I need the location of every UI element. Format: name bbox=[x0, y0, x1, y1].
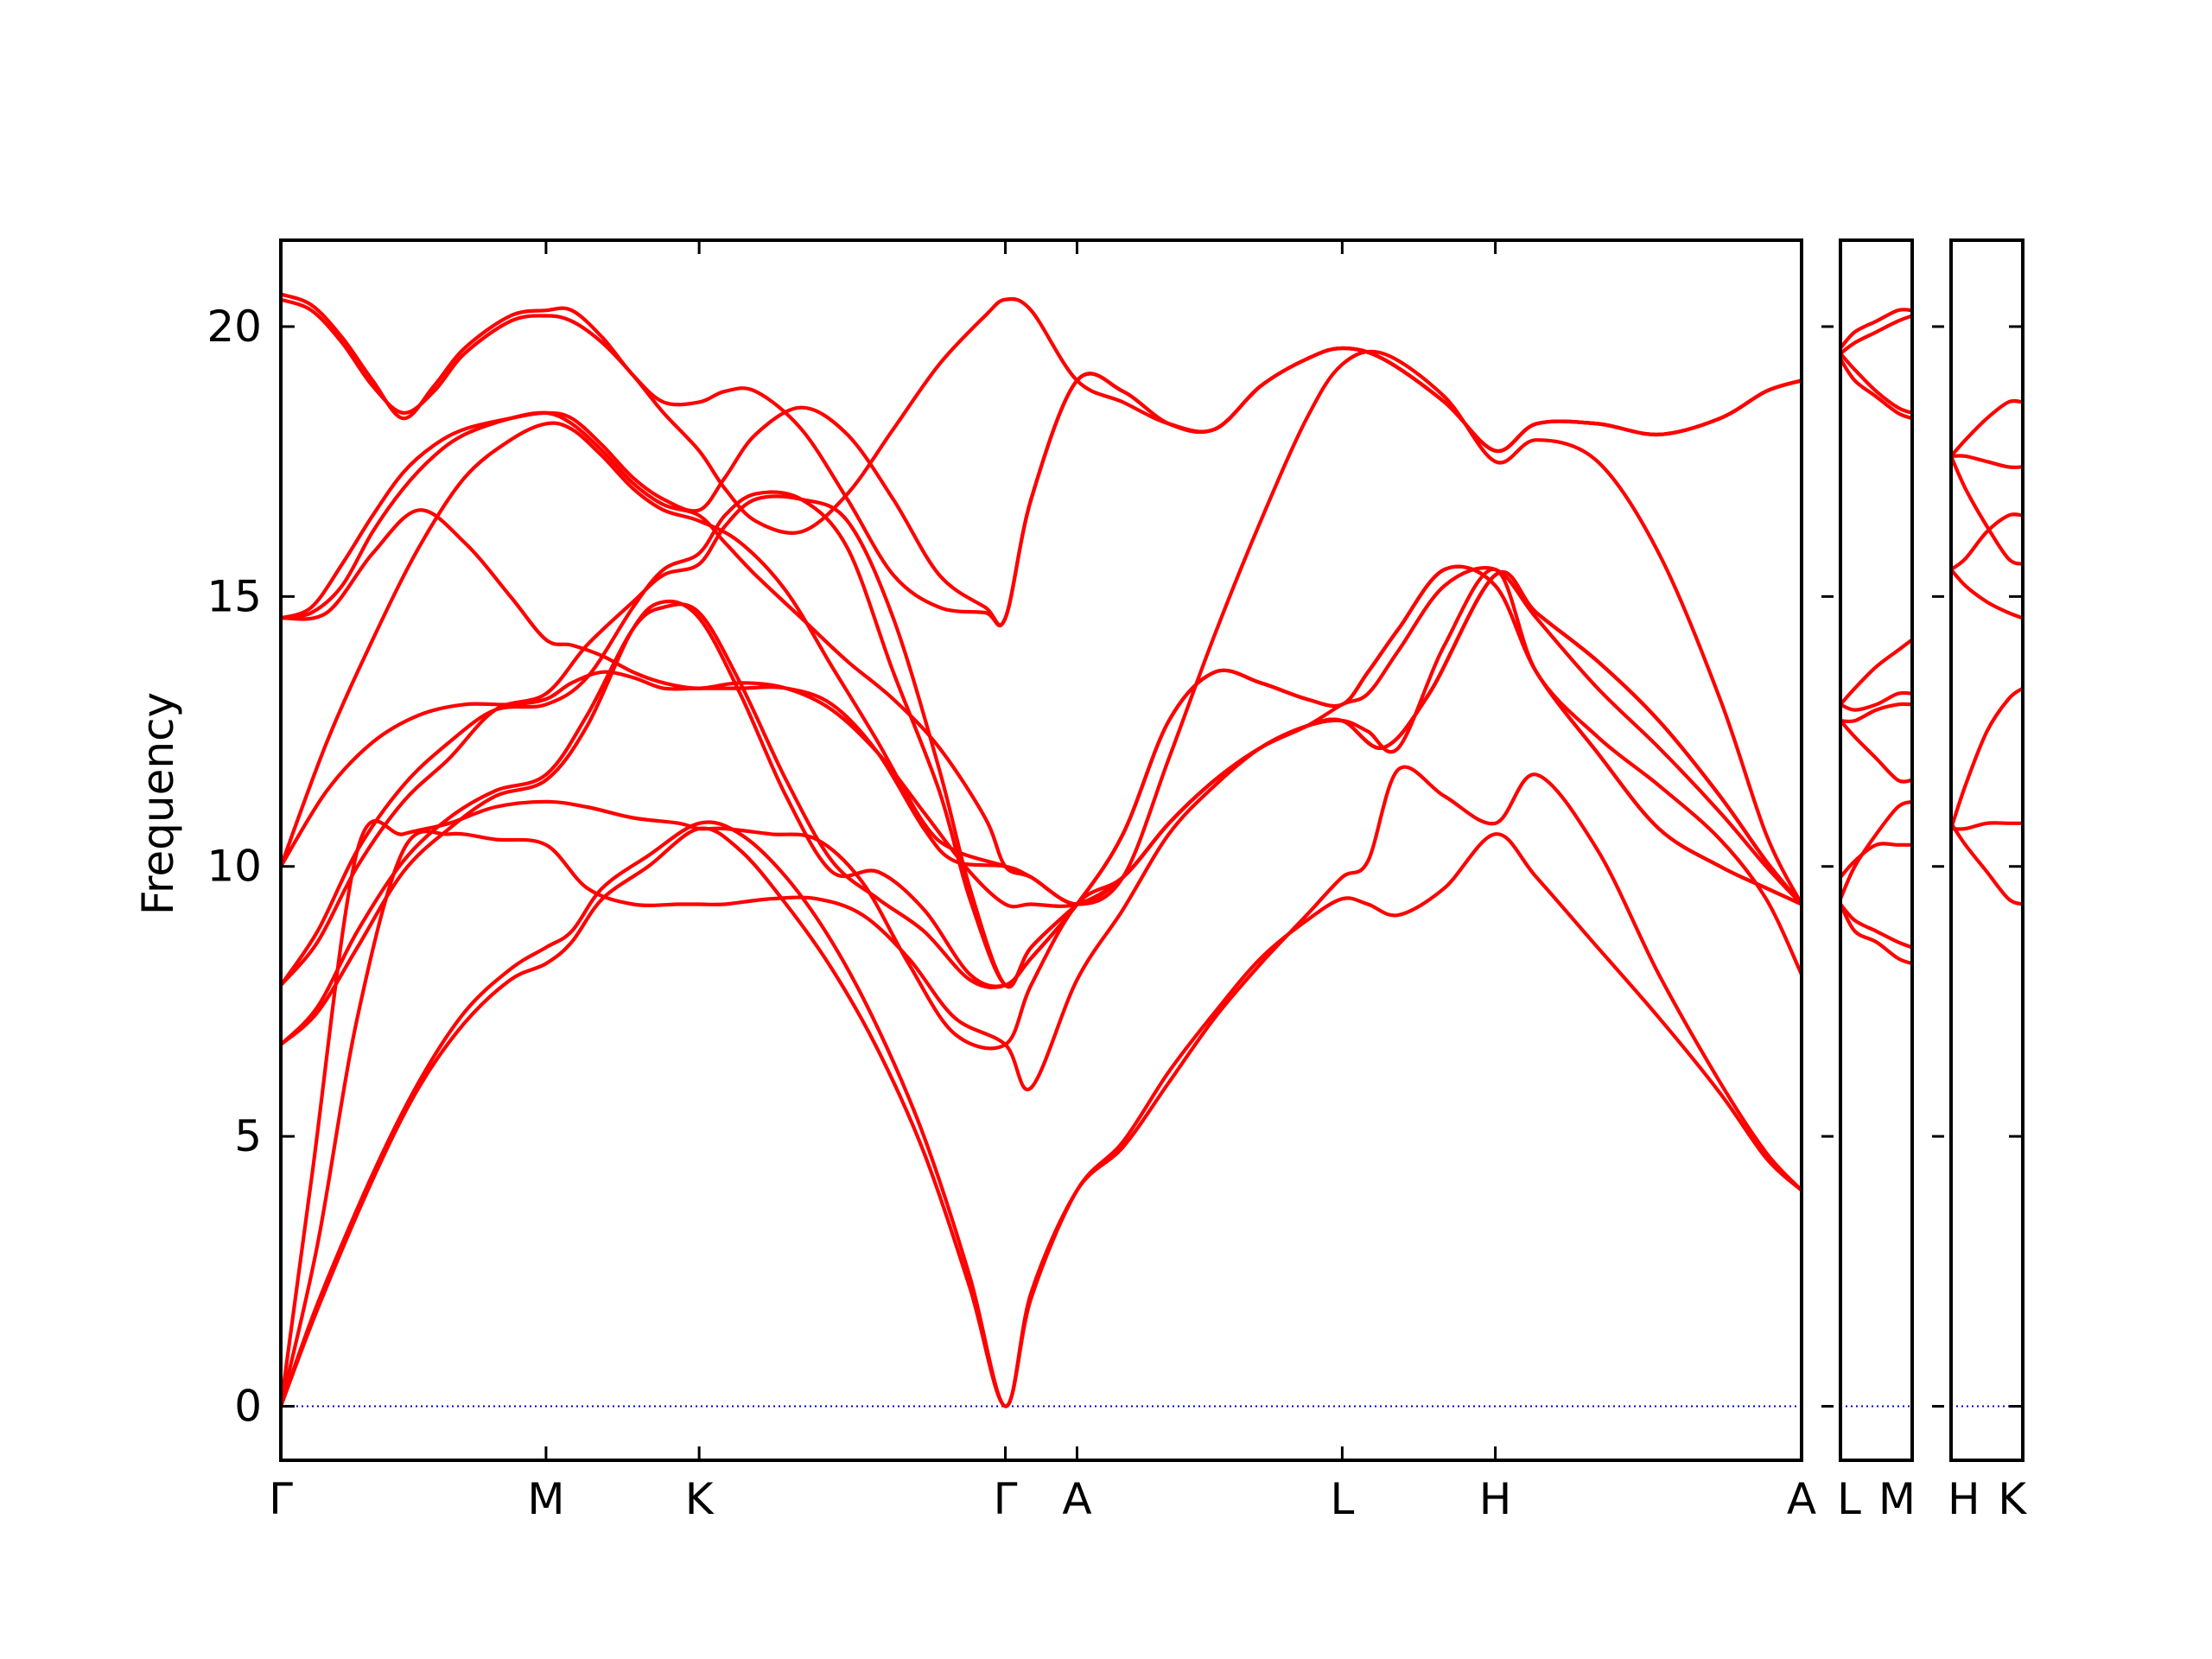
plot-frame bbox=[279, 238, 1803, 1462]
band-line-4 bbox=[1840, 799, 1912, 901]
band-line-5 bbox=[1951, 568, 2023, 620]
x-tick-label: K bbox=[685, 1474, 715, 1524]
band-group bbox=[281, 292, 1802, 1408]
band-line-4 bbox=[1951, 512, 2023, 572]
band-line-1 bbox=[1951, 821, 2023, 831]
band-line-11 bbox=[281, 508, 1802, 909]
band-line-9 bbox=[281, 570, 1802, 906]
band-line-15 bbox=[281, 292, 1802, 627]
x-tick-label: Γ bbox=[994, 1474, 1018, 1524]
band-line-1 bbox=[281, 826, 1802, 1408]
band-line-6 bbox=[1951, 454, 2023, 566]
band-group bbox=[1951, 398, 2023, 906]
band-line-5 bbox=[1840, 719, 1912, 784]
band-line-8 bbox=[281, 490, 1079, 988]
x-tick-label: L bbox=[1837, 1474, 1861, 1524]
band-line-4 bbox=[281, 566, 1802, 1408]
band-line-7 bbox=[281, 494, 1079, 989]
band-line-2 bbox=[1840, 902, 1912, 950]
y-axis-label: Frequency bbox=[133, 692, 183, 915]
band-line-7 bbox=[1840, 690, 1912, 712]
band-line-7 bbox=[1951, 454, 2023, 469]
x-tick-label: Γ bbox=[269, 1474, 293, 1524]
plot-frame bbox=[1949, 238, 2024, 1462]
plot-frame bbox=[1839, 238, 1914, 1462]
x-tick-label: K bbox=[1998, 1474, 2027, 1524]
x-tick-label: M bbox=[527, 1474, 564, 1524]
band-line-12 bbox=[1840, 308, 1912, 351]
band-group bbox=[1840, 308, 1912, 966]
y-tick-label: 0 bbox=[234, 1382, 262, 1432]
x-tick-label: A bbox=[1787, 1474, 1816, 1524]
band-line-1 bbox=[1840, 902, 1912, 966]
y-tick-label: 20 bbox=[207, 302, 262, 352]
band-line-14 bbox=[281, 296, 1802, 535]
band-line-9 bbox=[1840, 357, 1912, 421]
x-tick-label: L bbox=[1330, 1474, 1354, 1524]
band-line-12 bbox=[281, 349, 1802, 906]
band-line-13 bbox=[281, 346, 1802, 627]
y-tick-label: 10 bbox=[207, 842, 262, 892]
band-line-8 bbox=[1951, 398, 2023, 458]
x-tick-label: H bbox=[1948, 1474, 1980, 1524]
band-line-3 bbox=[281, 567, 1802, 1408]
band-line-10 bbox=[1840, 352, 1912, 415]
band-line-11 bbox=[1840, 314, 1912, 356]
y-tick-label: 15 bbox=[207, 571, 262, 621]
band-line-6 bbox=[1840, 702, 1912, 724]
x-tick-label: H bbox=[1479, 1474, 1512, 1524]
x-tick-label: M bbox=[1878, 1474, 1916, 1524]
band-line-3 bbox=[1951, 686, 2023, 831]
x-tick-label: A bbox=[1062, 1474, 1091, 1524]
band-line-2 bbox=[1951, 821, 2023, 906]
band-line-8 bbox=[1840, 638, 1912, 707]
y-tick-label: 5 bbox=[234, 1111, 262, 1161]
band-line-2 bbox=[281, 765, 1802, 1408]
band-line-3 bbox=[1840, 842, 1912, 880]
